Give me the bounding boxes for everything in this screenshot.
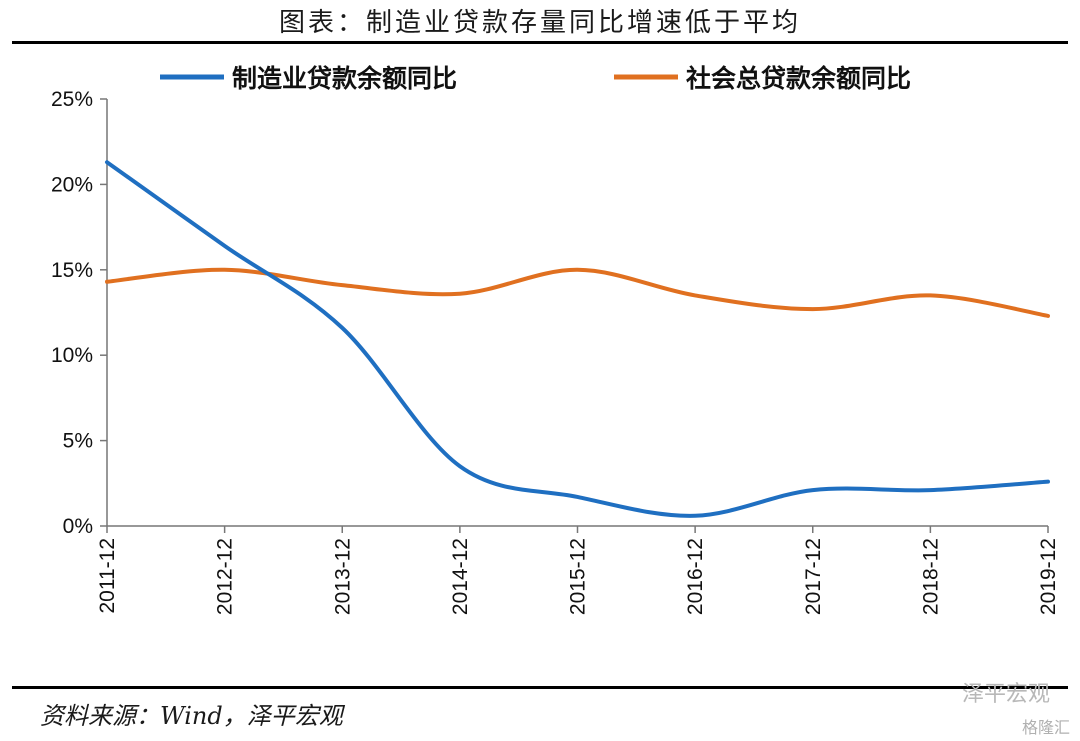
x-tick-label: 2019-12 xyxy=(1037,538,1060,615)
y-tick-label: 15% xyxy=(51,259,93,282)
x-tick-label: 2017-12 xyxy=(802,538,825,615)
x-tick-label: 2015-12 xyxy=(567,538,590,615)
legend: 制造业贷款余额同比 社会总贷款余额同比 xyxy=(160,64,911,93)
series-line-1 xyxy=(105,267,1050,318)
y-tick-label: 0% xyxy=(63,515,93,538)
watermark: 泽平宏观 xyxy=(961,682,1050,707)
chart-title: 图表：制造业贷款存量同比增速低于平均 xyxy=(278,8,801,38)
x-tick-label: 2016-12 xyxy=(684,538,707,615)
series-line-0 xyxy=(105,160,1050,518)
y-tick-label: 5% xyxy=(63,430,93,453)
y-tick-label: 20% xyxy=(51,173,93,196)
y-tick-label: 25% xyxy=(51,88,93,111)
legend-label-1: 社会总贷款余额同比 xyxy=(686,64,911,93)
x-tick-label: 2014-12 xyxy=(449,538,472,615)
x-tick-label: 2018-12 xyxy=(919,538,942,615)
bottom-rule xyxy=(12,686,1068,689)
axes: 25% 20% 15% 10% 5% 0%2011-12 2012-12 2013-12 201… xyxy=(51,88,1060,615)
legend-label-0: 制造业贷款余额同比 xyxy=(232,64,457,93)
x-tick-label: 2011-12 xyxy=(96,538,119,614)
x-tick-label: 2013-12 xyxy=(331,538,354,615)
top-rule xyxy=(12,41,1068,44)
x-tick-label: 2012-12 xyxy=(214,538,237,615)
plot-area xyxy=(105,160,1050,518)
line-chart: 制造业贷款余额同比 社会总贷款余额同比 25% 20% 15% 10% 5% 0%2011-… xyxy=(51,64,1060,615)
watermark-secondary: 格隆汇 xyxy=(1021,718,1070,737)
source-note: 资料来源：Wind，泽平宏观 xyxy=(40,702,343,730)
y-tick-label: 10% xyxy=(51,344,93,367)
